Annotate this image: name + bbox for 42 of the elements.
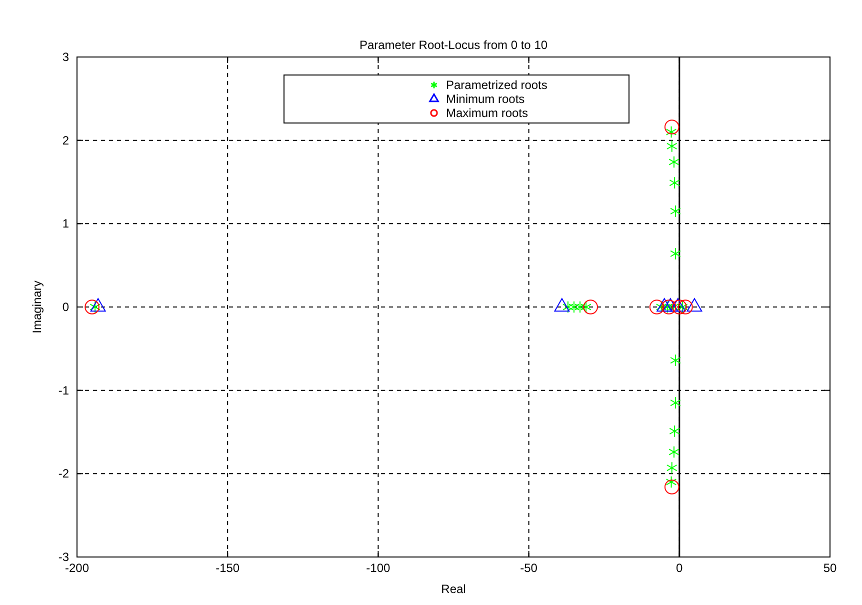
y-tick-label: 3 bbox=[62, 50, 70, 64]
x-tick-label: -50 bbox=[520, 561, 538, 575]
legend-label: Maximum roots bbox=[446, 106, 528, 120]
point bbox=[84, 300, 100, 314]
point bbox=[668, 156, 680, 168]
y-tick-label: 2 bbox=[62, 133, 70, 148]
point bbox=[583, 300, 598, 314]
x-tick-label: 50 bbox=[823, 561, 837, 575]
point bbox=[670, 205, 681, 218]
y-tick-label: -3 bbox=[58, 550, 70, 564]
point bbox=[664, 480, 680, 494]
point bbox=[666, 140, 678, 152]
y-tick-label: 1 bbox=[62, 216, 70, 231]
y-tick-label: 0 bbox=[62, 300, 70, 314]
point bbox=[649, 300, 664, 314]
point bbox=[669, 176, 680, 189]
point bbox=[568, 300, 580, 314]
point bbox=[574, 300, 586, 314]
point bbox=[666, 462, 678, 474]
point bbox=[670, 248, 681, 260]
x-axis-title: Real bbox=[441, 582, 466, 596]
x-tick-label: -150 bbox=[216, 561, 240, 575]
point bbox=[580, 300, 592, 314]
point bbox=[666, 476, 677, 488]
x-tick-label: 0 bbox=[676, 561, 684, 575]
point bbox=[678, 300, 693, 314]
point bbox=[670, 396, 681, 409]
point bbox=[668, 446, 680, 458]
y-tick-label: -1 bbox=[58, 383, 70, 398]
point bbox=[664, 120, 680, 134]
legend-label: Parametrized roots bbox=[446, 78, 548, 92]
point bbox=[661, 300, 676, 314]
point bbox=[669, 425, 680, 438]
x-tick-label: -200 bbox=[64, 561, 90, 575]
point bbox=[666, 126, 677, 138]
x-tick-label: -100 bbox=[366, 561, 391, 575]
point bbox=[670, 354, 681, 366]
chart-title: Parameter Root-Locus from 0 to 10 bbox=[359, 38, 548, 52]
y-tick-label: -2 bbox=[58, 466, 70, 481]
y-axis-title: Imaginary bbox=[30, 280, 44, 334]
point bbox=[672, 300, 687, 314]
legend-label: Minimum roots bbox=[446, 92, 525, 106]
